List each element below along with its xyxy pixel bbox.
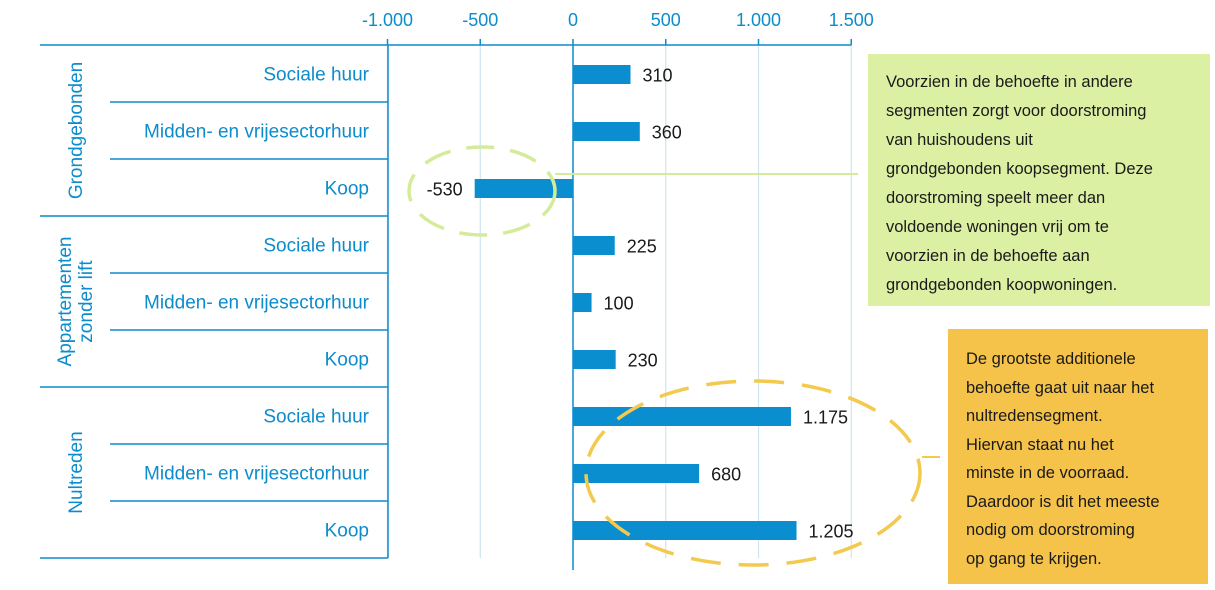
category-label: Sociale huur bbox=[263, 65, 369, 86]
x-tick-label: -1.000 bbox=[362, 10, 413, 30]
data-label: 230 bbox=[628, 351, 658, 371]
data-label: 680 bbox=[711, 465, 741, 485]
bar bbox=[573, 65, 631, 84]
category-label: Midden- en vrijesectorhuur bbox=[144, 122, 370, 143]
bar bbox=[573, 407, 791, 426]
category-label: Koop bbox=[325, 350, 369, 371]
data-label: 360 bbox=[652, 123, 682, 143]
bar bbox=[573, 464, 700, 483]
callout-line: Hiervan staat nu het bbox=[966, 435, 1114, 454]
callout-line: nodig om doorstroming bbox=[966, 521, 1135, 539]
data-label: 310 bbox=[643, 66, 673, 86]
data-label: 1.175 bbox=[803, 408, 848, 428]
category-label: Koop bbox=[325, 521, 369, 542]
callout-line: Daardoor is dit het meeste bbox=[966, 492, 1160, 511]
category-label: Koop bbox=[325, 179, 369, 200]
group-label: Grondgebonden bbox=[66, 62, 87, 199]
data-label: 1.205 bbox=[809, 522, 854, 542]
x-tick-label: 0 bbox=[568, 10, 578, 30]
x-tick-label: 1.500 bbox=[829, 10, 874, 30]
callout-line: grondgebonden koopwoningen. bbox=[886, 276, 1118, 294]
data-label: 225 bbox=[627, 237, 657, 257]
category-label: Midden- en vrijesectorhuur bbox=[144, 464, 370, 485]
callout-line: nultredensegment. bbox=[966, 407, 1103, 425]
annotation-shapes bbox=[407, 145, 940, 567]
x-axis-ticks: -1.000 -500 0 500 1.000 1.500 bbox=[362, 10, 874, 45]
bar bbox=[573, 350, 616, 369]
bar bbox=[573, 122, 640, 141]
callout-line: segmenten zorgt voor doorstroming bbox=[886, 102, 1147, 120]
x-tick-label: 500 bbox=[651, 10, 681, 30]
bar bbox=[474, 179, 573, 198]
data-label: -530 bbox=[427, 180, 463, 200]
callout-line: voorzien in de behoefte aan bbox=[886, 247, 1090, 265]
callout-line: van huishoudens uit bbox=[886, 131, 1033, 149]
x-tick-label: 1.000 bbox=[736, 10, 781, 30]
yellow-highlight-ellipse bbox=[584, 379, 922, 567]
annotation-callout-yellow: De grootste additionele behoefte gaat uit… bbox=[948, 329, 1208, 584]
callout-line: Voorzien in de behoefte in andere bbox=[886, 73, 1133, 91]
callout-line: behoefte gaat uit naar het bbox=[966, 378, 1155, 397]
callout-line: voldoende woningen vrij om te bbox=[886, 218, 1109, 236]
callout-line: minste in de voorraad. bbox=[966, 464, 1130, 482]
bar bbox=[573, 236, 615, 255]
x-tick-label: -500 bbox=[462, 10, 498, 30]
callout-line: grondgebonden koopsegment. Deze bbox=[886, 160, 1153, 178]
callout-line: doorstroming speelt meer dan bbox=[886, 189, 1106, 207]
bar bbox=[573, 293, 592, 312]
category-label: Sociale huur bbox=[263, 236, 369, 257]
group-label: Nultreden bbox=[66, 431, 87, 513]
category-label: Midden- en vrijesectorhuur bbox=[144, 293, 370, 314]
callout-line: De grootste additionele bbox=[966, 350, 1136, 368]
green-highlight-ellipse bbox=[407, 145, 557, 237]
bars bbox=[474, 65, 797, 540]
labels: Grondgebonden Sociale huur 310 Midden- en v… bbox=[55, 62, 854, 542]
bar bbox=[573, 521, 797, 540]
data-label: 100 bbox=[604, 294, 634, 314]
callout-line: op gang te krijgen. bbox=[966, 549, 1102, 568]
group-label: Appartementenzonder lift bbox=[55, 237, 97, 367]
category-label: Sociale huur bbox=[263, 407, 369, 428]
annotation-callout-green: Voorzien in de behoefte in andere segment… bbox=[868, 54, 1210, 306]
